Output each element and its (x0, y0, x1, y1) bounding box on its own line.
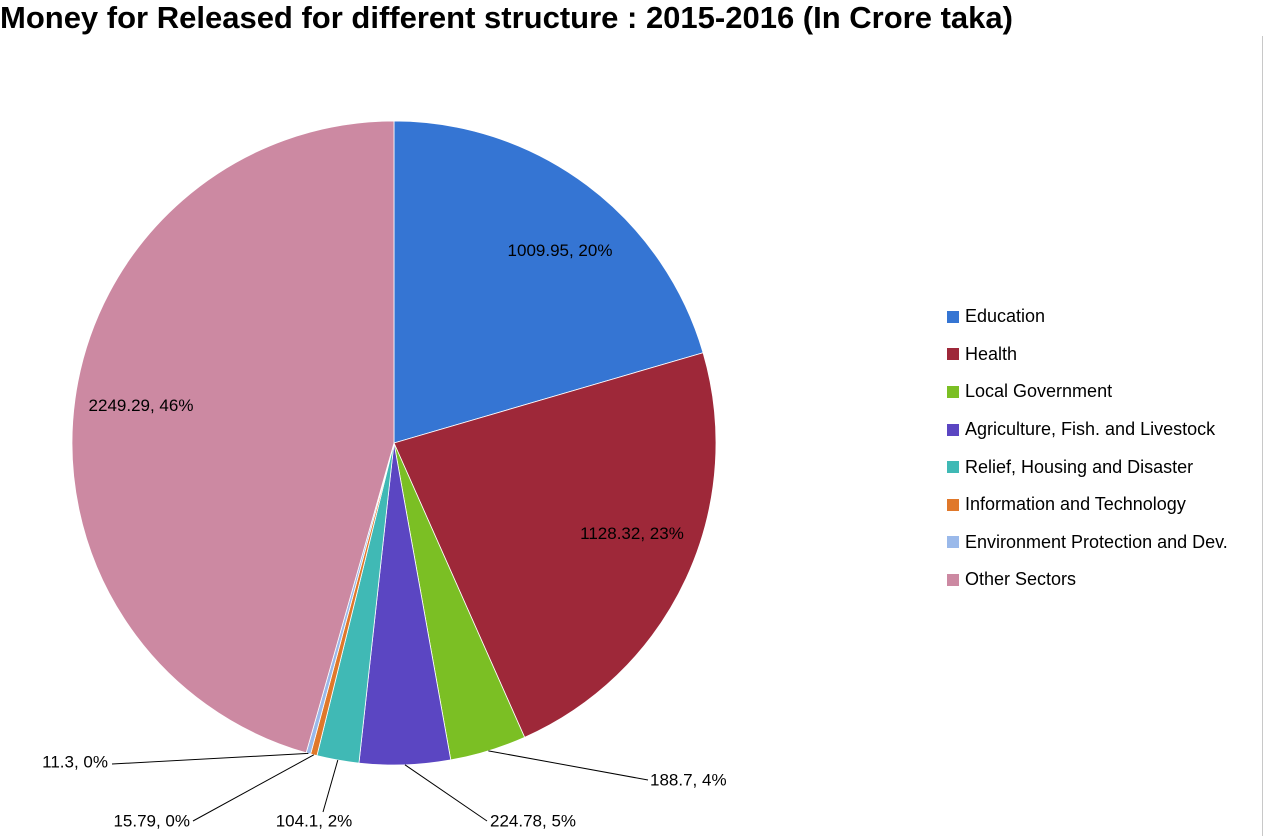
leader-line-4 (404, 764, 488, 822)
legend-swatch (947, 310, 959, 323)
pie-slice-8 (71, 120, 395, 754)
data-label-7: 11.3, 0% (42, 752, 108, 771)
legend-swatch (947, 536, 959, 549)
data-label-1: 1009.95, 20% (508, 241, 613, 260)
legend-swatch (947, 348, 959, 361)
data-label-6: 15.79, 0% (113, 811, 190, 830)
legend-label: Education (965, 306, 1046, 327)
pie-slice-2 (393, 352, 717, 738)
legend-item: Other Sectors (947, 561, 1228, 599)
leader-line-5 (322, 759, 339, 813)
chart-border (1262, 36, 1263, 836)
legend-item: Local Government (947, 373, 1228, 411)
legend-item: Relief, Housing and Disaster (947, 448, 1228, 486)
leader-line-6 (192, 754, 315, 822)
legend-swatch (947, 573, 959, 586)
legend-swatch (947, 498, 959, 511)
data-label-8: 2249.29, 46% (89, 396, 194, 415)
legend-label: Local Government (965, 381, 1113, 402)
legend-item: Agriculture, Fish. and Livestock (947, 411, 1228, 449)
leader-line-3 (488, 750, 649, 781)
data-label-4: 224.78, 5% (490, 811, 576, 830)
leader-line-7 (111, 752, 309, 765)
legend-label: Environment Protection and Dev. (965, 531, 1228, 552)
legend-label: Health (965, 343, 1018, 364)
legend-item: Information and Technology (947, 486, 1228, 524)
legend-label: Relief, Housing and Disaster (965, 456, 1194, 477)
legend-swatch (947, 423, 959, 436)
legend-item: Health (947, 336, 1228, 374)
legend-label: Other Sectors (965, 569, 1077, 590)
legend-swatch (947, 385, 959, 398)
data-label-2: 1128.32, 23% (580, 524, 684, 543)
legend-swatch (947, 461, 959, 474)
legend-label: Information and Technology (965, 494, 1186, 515)
pie-slice-1 (393, 120, 704, 444)
legend-label: Agriculture, Fish. and Livestock (965, 419, 1216, 440)
legend-item: Environment Protection and Dev. (947, 524, 1228, 562)
data-label-5: 104.1, 2% (276, 811, 353, 830)
data-label-3: 188.7, 4% (650, 770, 727, 789)
legend: Education Health Local Government Agricultu… (947, 298, 1228, 599)
chart-title: Money for Released for different structu… (0, 0, 1013, 35)
legend-item: Education (947, 298, 1228, 336)
